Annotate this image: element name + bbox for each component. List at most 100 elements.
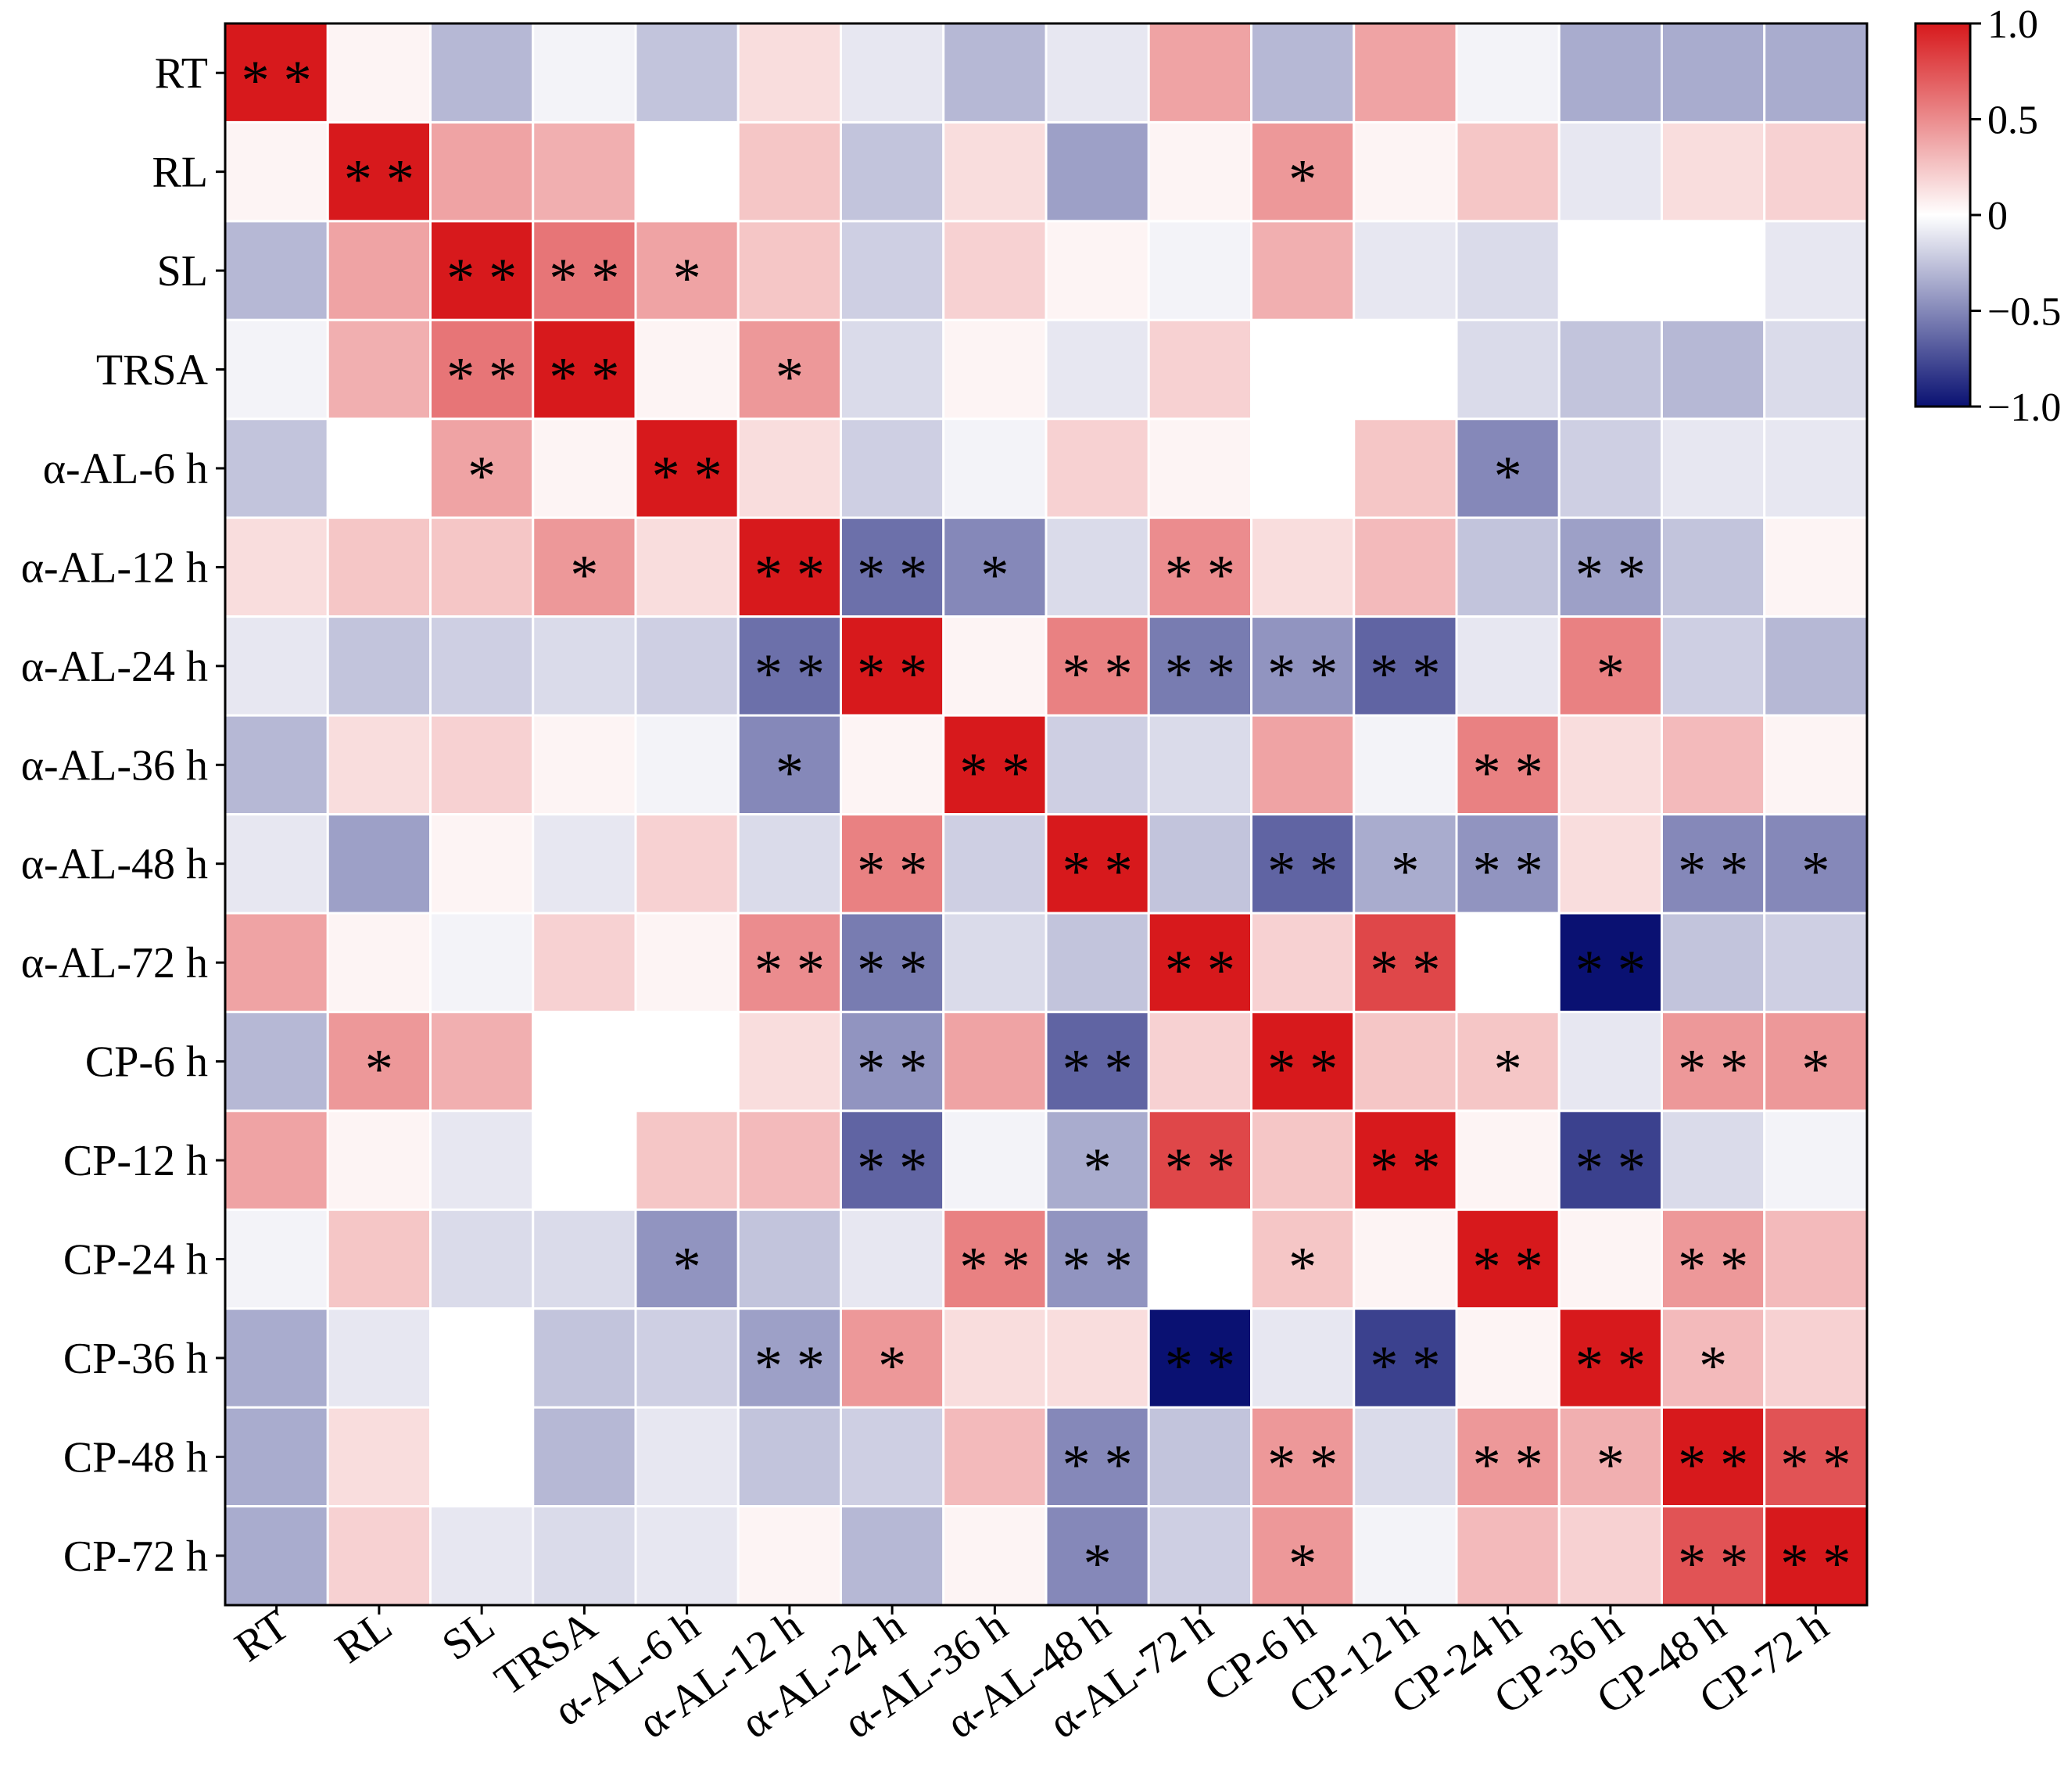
heatmap-cell (1661, 318, 1766, 421)
heatmap-cell (1557, 1505, 1663, 1607)
significance-marker: * * (1575, 543, 1646, 606)
heatmap-cell (942, 813, 1048, 915)
heatmap-cell (1763, 22, 1869, 124)
significance-marker: * * (754, 939, 825, 1002)
heatmap-cell (1763, 516, 1869, 618)
heatmap-cell (1763, 318, 1869, 421)
heatmap-cell (1250, 912, 1356, 1013)
significance-marker: * * (1267, 1038, 1338, 1101)
heatmap-cell (1455, 912, 1561, 1013)
heatmap-cell (1147, 813, 1252, 915)
y-tick-label: RL (152, 149, 208, 197)
heatmap-cell (942, 912, 1048, 1013)
y-tick-label: CP-12 h (63, 1137, 208, 1185)
heatmap-cell (326, 220, 432, 321)
heatmap-cell (532, 813, 637, 915)
heatmap-cell (840, 1208, 945, 1310)
heatmap-cell (634, 318, 740, 421)
heatmap-cell (1763, 1307, 1869, 1409)
heatmap-cell (1250, 1505, 1356, 1607)
heatmap-cell (224, 1406, 329, 1508)
x-tick-label: SL (433, 1601, 503, 1670)
heatmap-cell (326, 1109, 432, 1211)
heatmap-cell (1763, 220, 1869, 321)
heatmap-cell (1763, 1208, 1869, 1310)
heatmap-cell (1045, 418, 1150, 519)
heatmap-cell (1045, 318, 1150, 421)
significance-marker: * * (857, 543, 927, 606)
heatmap-cell (1557, 318, 1663, 421)
heatmap-cell (532, 120, 637, 223)
heatmap-cell (1353, 615, 1458, 717)
heatmap-cell (1147, 120, 1252, 223)
heatmap-cell (634, 813, 740, 915)
heatmap-cell (736, 1010, 842, 1113)
significance-marker: * * (857, 1038, 927, 1101)
heatmap-cell (224, 220, 329, 321)
heatmap-cell (326, 1406, 432, 1508)
heatmap-cell (429, 1208, 535, 1310)
significance-marker: * * (1473, 1433, 1543, 1496)
significance-marker: * (1288, 1235, 1317, 1298)
colorbar-tick-label: 1.0 (1987, 2, 2038, 47)
heatmap-cell (1147, 22, 1252, 124)
significance-markers: * ** * ** * * * ** * * * ** * * ** * * * * * * * * *… (242, 49, 1851, 1595)
heatmap-cell (1250, 1406, 1356, 1508)
significance-marker: * * (1062, 1433, 1133, 1496)
y-tick-label: CP-6 h (85, 1038, 208, 1087)
significance-marker: * * (754, 1335, 825, 1397)
y-tick-label: TRSA (96, 346, 209, 395)
heatmap-cell (634, 516, 740, 618)
heatmap-cell (429, 714, 535, 815)
heatmap-cell (532, 1307, 637, 1409)
y-tick-label: α-AL-6 h (43, 445, 208, 493)
heatmap-cell (532, 714, 637, 815)
heatmap-cell (1147, 1010, 1252, 1113)
heatmap-cell (634, 1208, 740, 1310)
significance-marker: * (776, 346, 804, 409)
significance-marker: * (673, 247, 701, 310)
heatmap-cell (840, 516, 945, 618)
y-tick-label: α-AL-24 h (21, 643, 208, 691)
heatmap-cell (1250, 318, 1356, 421)
heatmap-cell (429, 912, 535, 1013)
heatmap-cell (326, 912, 432, 1013)
heatmap-cell (1045, 22, 1150, 124)
heatmap-cell (840, 418, 945, 519)
heatmap-cell (1353, 1505, 1458, 1607)
heatmap-cell (1353, 22, 1458, 124)
colorbar-gradient (1914, 22, 1972, 408)
heatmap-cell (942, 714, 1048, 815)
heatmap-cell (1763, 615, 1869, 717)
heatmap-cell (1045, 120, 1150, 223)
heatmap-cell (326, 120, 432, 223)
significance-marker: * (1596, 643, 1625, 705)
heatmap-cell (840, 22, 945, 124)
significance-marker: * * (344, 149, 414, 211)
heatmap-cell (736, 220, 842, 321)
significance-marker: * * (1473, 1235, 1543, 1298)
significance-marker: * * (1473, 840, 1543, 903)
heatmap-cell (942, 418, 1048, 519)
heatmap-cell (1147, 1208, 1252, 1310)
significance-marker: * * (1678, 1433, 1748, 1496)
heatmap-cell (326, 615, 432, 717)
heatmap-cell (840, 714, 945, 815)
y-tick-label: SL (157, 247, 208, 296)
heatmap-cell (1353, 418, 1458, 519)
heatmap-cell (736, 714, 842, 815)
y-tick-label: CP-24 h (63, 1235, 208, 1284)
heatmap-cell (1353, 120, 1458, 223)
heatmap-cell (1353, 1109, 1458, 1211)
heatmap-cell (429, 1505, 535, 1607)
heatmap-cell (326, 813, 432, 915)
heatmap-cell (224, 714, 329, 815)
heatmap-cell (1147, 1307, 1252, 1409)
heatmap-cell (1045, 1307, 1150, 1409)
heatmap-cell (326, 1010, 432, 1113)
y-tick-label: α-AL-48 h (21, 840, 208, 889)
heatmap-cell (429, 418, 535, 519)
significance-marker: * * (1062, 1235, 1133, 1298)
y-tick-labels: RT RL SL TRSA α-AL-6 h α-AL-12 h α-AL-24 h α-AL… (21, 49, 225, 1581)
heatmap-cell (429, 22, 535, 124)
